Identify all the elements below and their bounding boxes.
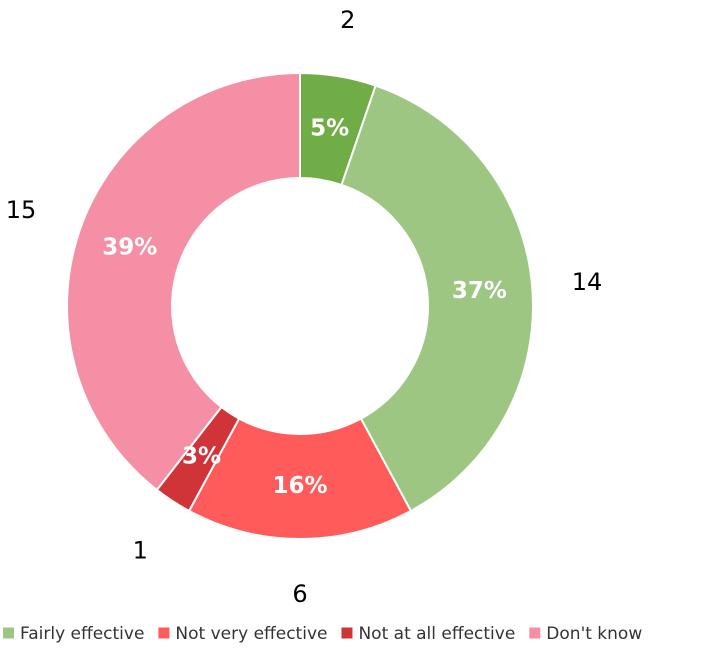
- legend-swatch: [3, 627, 14, 639]
- donut-slices: [66, 71, 534, 540]
- percent-label-don-t-know: 39%: [102, 235, 157, 261]
- percent-label-not-very-effective: 16%: [272, 473, 327, 499]
- percent-label-not-at-all-effective: 3%: [182, 444, 221, 470]
- legend-item-not-very-effective: Not very effective: [158, 624, 327, 644]
- legend-swatch: [529, 627, 541, 639]
- slice-don-t-know: [66, 71, 301, 492]
- legend: Fairly effective Not very effective Not at…: [3, 624, 642, 644]
- legend-label: Don't know: [546, 624, 642, 644]
- legend-item-not-at-all-effective: Not at all effective: [341, 624, 515, 644]
- count-label-not-at-all-effective: 1: [133, 536, 148, 564]
- legend-swatch: [158, 627, 170, 639]
- legend-item-don-t-know: Don't know: [529, 624, 642, 644]
- percent-label-fairly-effective: 37%: [452, 278, 507, 304]
- percent-label-very-effective: 5%: [310, 115, 349, 141]
- count-labels: 2 14 6 1 15: [6, 6, 603, 608]
- legend-item-fairly-effective: Fairly effective: [3, 624, 144, 644]
- percent-labels: 5% 37% 16% 3% 39%: [102, 115, 507, 499]
- count-label-very-effective: 2: [340, 6, 355, 34]
- slice-fairly-effective: [340, 84, 534, 513]
- slice-not-very-effective: [187, 417, 413, 540]
- count-label-don-t-know: 15: [6, 196, 37, 224]
- legend-label: Not very effective: [175, 624, 327, 644]
- count-label-not-very-effective: 6: [292, 580, 307, 608]
- count-label-fairly-effective: 14: [572, 268, 603, 296]
- legend-swatch: [341, 627, 353, 639]
- legend-label: Not at all effective: [358, 624, 515, 644]
- legend-label: Fairly effective: [20, 624, 144, 644]
